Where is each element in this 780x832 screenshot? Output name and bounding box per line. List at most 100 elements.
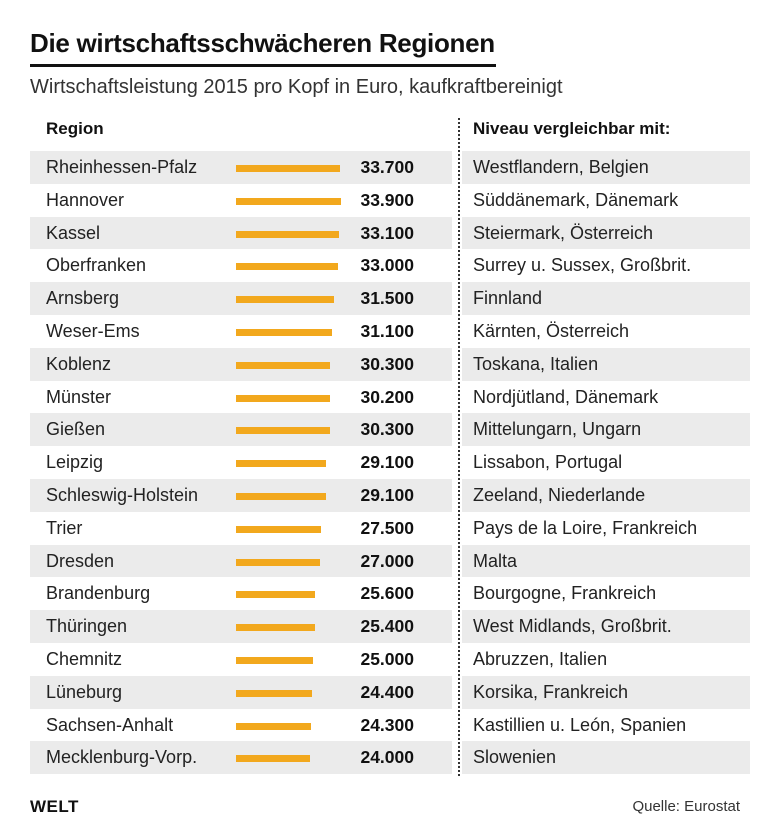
table-row: Gießen 30.300 Mittelungarn, Ungarn xyxy=(30,413,750,447)
comparable-region: Finnland xyxy=(473,288,543,309)
value-bar xyxy=(236,722,312,730)
value-label: 27.500 xyxy=(360,517,414,538)
value-label: 33.700 xyxy=(360,157,414,177)
comparable-region: Kastillien u. León, Spanien xyxy=(473,714,687,735)
region-name: Hannover xyxy=(46,189,125,210)
table-row: Arnsberg 31.500 Finnland xyxy=(30,282,750,315)
region-name: Sachsen-Anhalt xyxy=(46,714,174,735)
table-row: Chemnitz 25.000 Abruzzen, Italien xyxy=(30,643,750,676)
region-name: Rheinhessen-Pfalz xyxy=(46,157,198,177)
value-label: 33.100 xyxy=(360,222,414,243)
region-name: Weser-Ems xyxy=(46,320,140,341)
comparable-region: Mittelungarn, Ungarn xyxy=(473,419,642,440)
table-row: Koblenz 30.300 Toskana, Italien xyxy=(30,347,750,381)
table-row: Trier 27.500 Pays de la Loire, Frankreich xyxy=(30,512,750,545)
welt-logo: WELT xyxy=(30,797,79,816)
value-bar xyxy=(236,460,327,468)
comparable-region: Pays de la Loire, Frankreich xyxy=(473,517,698,538)
value-bar xyxy=(236,525,322,533)
row-background-right xyxy=(462,610,750,643)
table-row: Lüneburg 24.400 Korsika, Frankreich xyxy=(30,675,750,709)
value-bar xyxy=(236,165,341,172)
value-label: 24.400 xyxy=(360,681,414,702)
value-bar xyxy=(236,328,333,336)
value-bar xyxy=(236,624,315,632)
comparable-region: Steiermark, Österreich xyxy=(473,222,654,243)
table-row: Schleswig-Holstein 29.100 Zeeland, Niederl… xyxy=(30,478,750,512)
row-background-right xyxy=(462,151,750,184)
value-label: 30.300 xyxy=(360,419,414,440)
row-background-right xyxy=(462,347,750,381)
value-label: 30.300 xyxy=(360,353,414,374)
value-label: 25.600 xyxy=(360,583,414,604)
table-row: Dresden 27.000 Malta xyxy=(30,544,750,578)
comparable-region: Abruzzen, Italien xyxy=(473,648,608,669)
chart-title: Die wirtschaftsschwächeren Regionen xyxy=(30,28,495,58)
table-row: Hannover 33.900 Süddänemark, Dänemark xyxy=(30,184,750,217)
comparable-region: Süddänemark, Dänemark xyxy=(473,189,679,210)
value-bar xyxy=(236,492,327,500)
value-bar xyxy=(236,263,339,271)
region-name: Chemnitz xyxy=(46,648,123,669)
comparable-region: Malta xyxy=(473,550,518,571)
value-bar xyxy=(236,296,334,304)
region-name: Brandenburg xyxy=(46,583,151,604)
row-background-right xyxy=(462,675,750,709)
region-name: Arnsberg xyxy=(46,288,120,309)
column-header-region: Region xyxy=(46,119,104,138)
value-bar xyxy=(236,394,330,402)
value-bar xyxy=(236,755,311,763)
region-name: Trier xyxy=(46,517,83,538)
value-bar xyxy=(236,427,330,435)
value-label: 31.100 xyxy=(360,320,414,341)
value-label: 25.000 xyxy=(360,648,414,669)
title-underline xyxy=(30,64,496,67)
value-bar xyxy=(236,656,314,664)
table-row: Leipzig 29.100 Lissabon, Portugal xyxy=(30,446,750,479)
value-label: 30.200 xyxy=(360,386,414,407)
table-row: Mecklenburg-Vorp. 24.000 Slowenien xyxy=(30,741,750,775)
column-header-compare: Niveau vergleichbar mit: xyxy=(473,119,671,138)
value-label: 24.300 xyxy=(360,714,414,735)
comparable-region: Zeeland, Niederlande xyxy=(473,484,646,505)
region-name: Thüringen xyxy=(46,616,128,637)
row-background-right xyxy=(462,282,750,315)
value-label: 29.100 xyxy=(360,484,414,505)
row-background-right xyxy=(462,741,750,775)
value-label: 33.000 xyxy=(360,255,414,276)
table-row: Kassel 33.100 Steiermark, Österreich xyxy=(30,216,750,250)
value-label: 31.500 xyxy=(360,288,414,309)
row-background-right xyxy=(462,544,750,578)
value-bar xyxy=(236,591,316,599)
table-row: Thüringen 25.400 West Midlands, Großbrit. xyxy=(30,610,750,643)
region-name: Lüneburg xyxy=(46,681,123,702)
comparable-region: Surrey u. Sussex, Großbrit. xyxy=(473,255,692,276)
region-name: Koblenz xyxy=(46,353,112,374)
table-row: Oberfranken 33.000 Surrey u. Sussex, Großb… xyxy=(30,249,750,282)
comparable-region: Lissabon, Portugal xyxy=(473,452,623,473)
value-label: 25.400 xyxy=(360,616,414,637)
value-label: 33.900 xyxy=(360,189,414,210)
table-row: Weser-Ems 31.100 Kärnten, Österreich xyxy=(30,315,750,348)
region-name: Leipzig xyxy=(46,452,104,473)
table-row: Rheinhessen-Pfalz 33.700 Westflandern, Bel… xyxy=(30,151,750,184)
comparable-region: Korsika, Frankreich xyxy=(473,681,629,702)
region-name: Mecklenburg-Vorp. xyxy=(46,747,198,768)
table-row: Brandenburg 25.600 Bourgogne, Frankreich xyxy=(30,577,750,610)
column-divider xyxy=(458,118,460,776)
value-label: 27.000 xyxy=(360,550,414,571)
value-label: 29.100 xyxy=(360,452,414,473)
comparable-region: Toskana, Italien xyxy=(473,353,599,374)
row-background-right xyxy=(462,478,750,512)
region-name: Münster xyxy=(46,386,112,407)
table-row: Sachsen-Anhalt 24.300 Kastillien u. León, … xyxy=(30,709,750,742)
row-background-right xyxy=(462,413,750,447)
comparable-region: Kärnten, Österreich xyxy=(473,320,630,341)
chart-subtitle: Wirtschaftsleistung 2015 pro Kopf in Eur… xyxy=(30,76,563,98)
table-row: Münster 30.200 Nordjütland, Dänemark xyxy=(30,381,750,414)
value-bar xyxy=(236,361,330,369)
value-bar xyxy=(236,689,312,697)
value-bar xyxy=(236,230,339,238)
region-name: Dresden xyxy=(46,550,115,571)
region-name: Kassel xyxy=(46,222,101,243)
